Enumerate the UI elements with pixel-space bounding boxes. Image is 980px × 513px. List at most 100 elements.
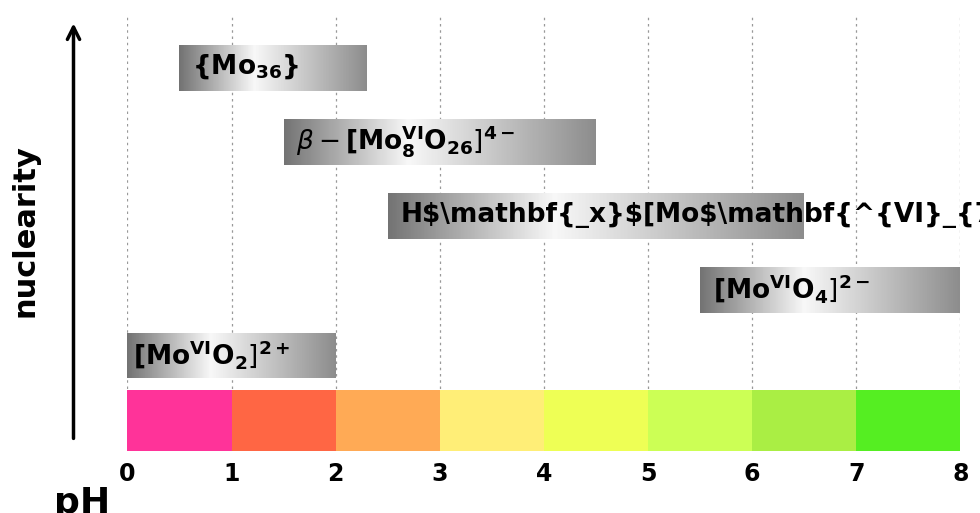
Bar [500, 193, 502, 239]
Bar [460, 193, 462, 239]
Bar [498, 119, 499, 165]
Bar [775, 193, 776, 239]
Bar [652, 193, 653, 239]
Bar [598, 193, 599, 239]
Bar [560, 193, 562, 239]
Bar [421, 119, 422, 165]
Bar [583, 119, 584, 165]
Bar [587, 119, 588, 165]
Bar [483, 193, 485, 239]
Bar [582, 193, 583, 239]
Bar [578, 193, 579, 239]
Bar [495, 193, 496, 239]
Bar [563, 119, 564, 165]
Bar [479, 119, 480, 165]
Bar [773, 193, 775, 239]
Bar [590, 119, 591, 165]
Bar [463, 193, 465, 239]
Bar [635, 193, 636, 239]
Bar [324, 119, 325, 165]
Bar [320, 119, 321, 165]
Bar [456, 193, 457, 239]
Bar [740, 193, 742, 239]
Bar [331, 119, 332, 165]
Bar [415, 119, 416, 165]
Bar [445, 193, 446, 239]
Bar [440, 119, 441, 165]
Bar [576, 119, 577, 165]
Bar [377, 119, 378, 165]
Bar [340, 119, 341, 165]
Bar [350, 119, 351, 165]
Bar [685, 193, 686, 239]
Bar [533, 119, 534, 165]
Bar [388, 119, 389, 165]
Bar [353, 119, 354, 165]
Bar [739, 193, 740, 239]
Bar [581, 119, 582, 165]
Bar [657, 193, 659, 239]
Bar [605, 193, 606, 239]
Bar [477, 119, 478, 165]
Bar [486, 119, 487, 165]
Bar [358, 119, 359, 165]
Bar [452, 193, 453, 239]
Bar [593, 119, 594, 165]
Bar [310, 119, 311, 165]
Bar [761, 193, 762, 239]
Bar [729, 193, 731, 239]
Bar [755, 193, 756, 239]
Bar [437, 119, 438, 165]
Bar [286, 119, 287, 165]
Bar [332, 119, 333, 165]
Bar [642, 193, 643, 239]
Bar [311, 119, 312, 165]
Bar [718, 193, 719, 239]
Bar [306, 119, 307, 165]
Bar [768, 193, 769, 239]
Bar [473, 119, 474, 165]
Bar [318, 119, 319, 165]
Bar [488, 119, 489, 165]
Bar [596, 193, 598, 239]
Bar [419, 193, 421, 239]
Bar [389, 119, 390, 165]
Bar [503, 119, 504, 165]
Bar [447, 119, 448, 165]
Bar [800, 193, 802, 239]
Bar [449, 119, 450, 165]
Bar [449, 193, 450, 239]
Bar [692, 193, 693, 239]
Bar [476, 193, 478, 239]
Bar [542, 193, 543, 239]
Bar [671, 193, 672, 239]
Bar [330, 119, 331, 165]
Bar [426, 193, 428, 239]
Bar [589, 193, 590, 239]
Bar [549, 193, 550, 239]
Bar [399, 119, 400, 165]
Bar [534, 119, 535, 165]
Bar [498, 193, 499, 239]
Bar [550, 119, 551, 165]
Bar [420, 119, 421, 165]
Bar [448, 193, 449, 239]
Bar [390, 193, 392, 239]
Bar [468, 193, 469, 239]
Bar [422, 119, 423, 165]
Bar [484, 119, 486, 165]
Bar [302, 119, 304, 165]
Bar [506, 119, 507, 165]
Bar [560, 119, 561, 165]
Bar [567, 119, 568, 165]
Bar [696, 193, 698, 239]
Bar [403, 119, 404, 165]
Bar [599, 193, 600, 239]
Bar [475, 193, 476, 239]
Bar [633, 193, 635, 239]
Bar [554, 119, 555, 165]
Bar [411, 119, 412, 165]
Bar [480, 119, 481, 165]
Bar [348, 119, 349, 165]
Bar [725, 193, 726, 239]
